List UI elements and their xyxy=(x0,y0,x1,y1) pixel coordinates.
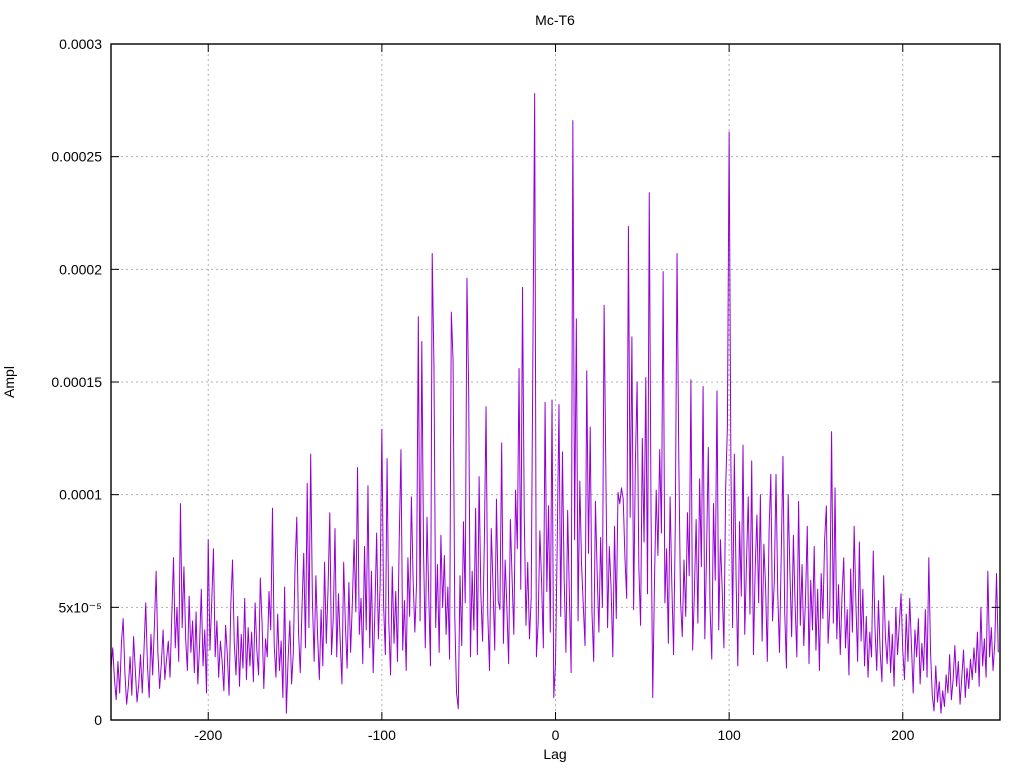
x-tick-label: 0 xyxy=(552,727,560,743)
y-tick-label: 0 xyxy=(94,712,102,728)
series-layer xyxy=(110,93,999,714)
x-tick-label: 200 xyxy=(891,727,915,743)
x-axis-label: Lag xyxy=(543,746,566,762)
tick-label-layer: -200 -100 0 100 200 0 5x10⁻⁵ 0.0001 0.00015 0.000… xyxy=(51,36,914,743)
data-series-line xyxy=(110,93,999,714)
y-tick-label: 0.00025 xyxy=(51,149,102,165)
y-axis-label: Ampl xyxy=(1,366,17,398)
plot-border xyxy=(110,43,1001,721)
x-tick-label: -200 xyxy=(194,727,222,743)
y-tick-label: 0.0003 xyxy=(59,36,102,52)
y-tick-label: 5x10⁻⁵ xyxy=(58,599,102,615)
x-tick-label: -100 xyxy=(368,727,396,743)
y-tick-label: 0.0002 xyxy=(59,261,102,277)
axis-layer xyxy=(110,43,1001,721)
y-tick-label: 0.0001 xyxy=(59,487,102,503)
chart-title: Mc-T6 xyxy=(535,12,575,28)
y-tick-label: 0.00015 xyxy=(51,374,102,390)
x-tick-label: 100 xyxy=(717,727,741,743)
